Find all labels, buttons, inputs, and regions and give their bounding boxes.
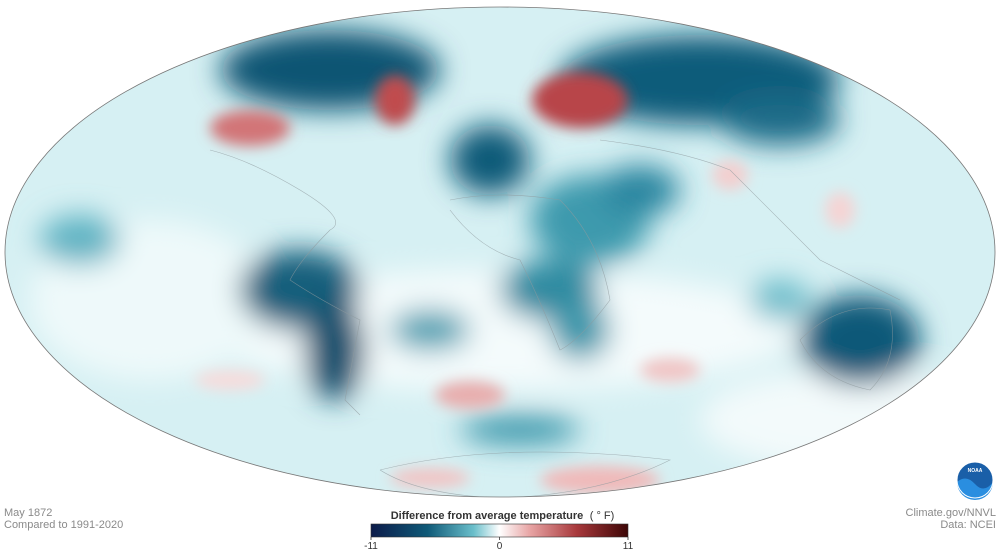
tick-label: 11 <box>623 541 634 552</box>
globe-outline <box>4 6 996 498</box>
tick-label: 0 <box>497 541 503 552</box>
color-bar <box>370 523 629 538</box>
credit-data: Data: NCEI <box>940 519 996 531</box>
legend-title: Difference from average temperature <box>391 510 584 522</box>
noaa-logo: NOAA <box>956 461 994 500</box>
logo-text: NOAA <box>968 468 983 474</box>
credit-site: Climate.gov/NNVL <box>906 507 996 519</box>
tick-label: -11 <box>364 541 378 552</box>
baseline: Compared to 1991-2020 <box>4 519 123 531</box>
legend-unit: ( ° F) <box>590 510 615 522</box>
date: May 1872 <box>4 507 52 519</box>
